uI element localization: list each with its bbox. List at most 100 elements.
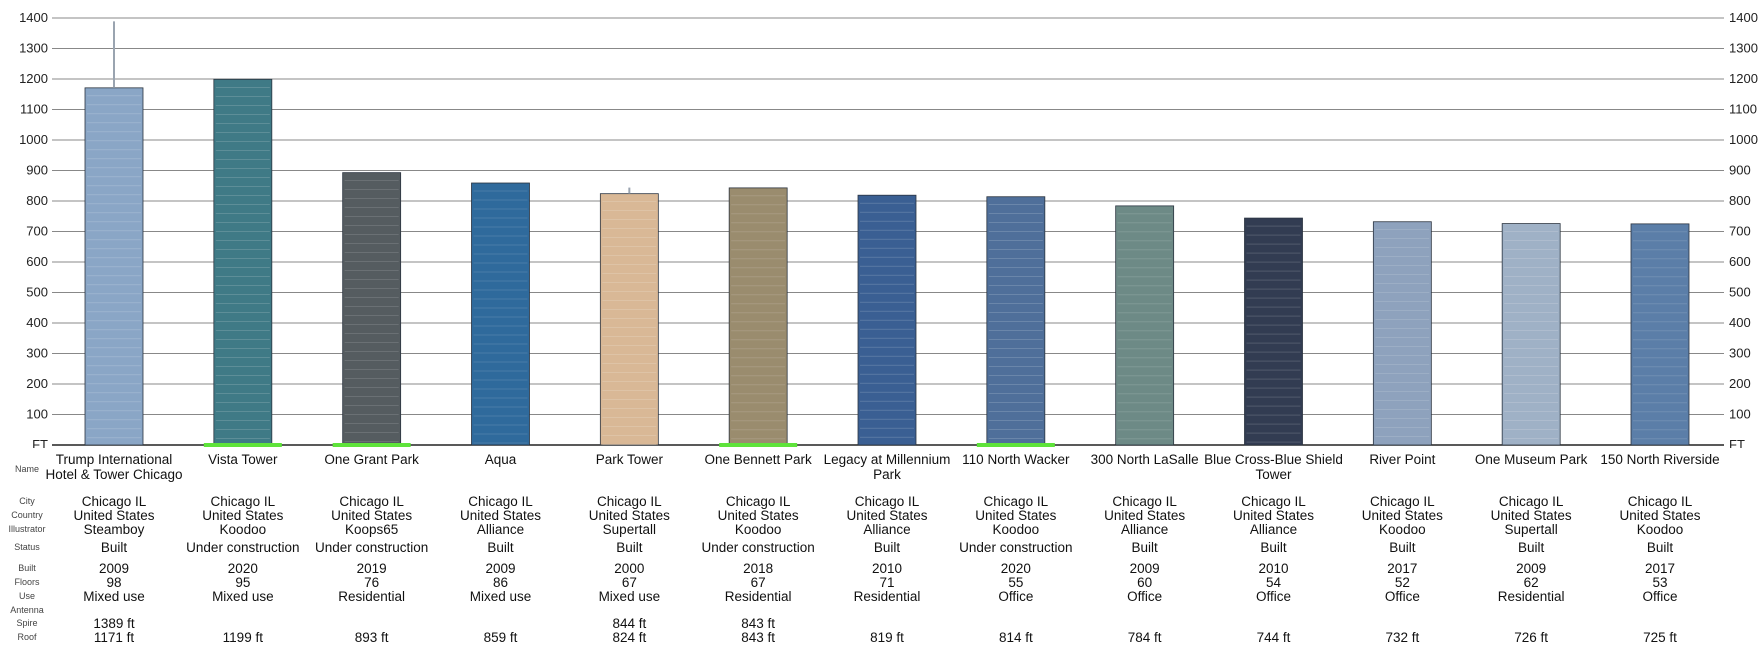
cell-built: 2017 xyxy=(1387,561,1418,576)
cell-use: Mixed use xyxy=(212,589,274,604)
building-1 xyxy=(84,21,144,446)
cell-name: River Point xyxy=(1369,452,1436,467)
cell-city: Chicago IL xyxy=(1241,494,1306,509)
y-tick-label: 600 xyxy=(1729,254,1751,269)
y-axis-left: 100 200 300 400 500 600 700 800 900 1000 1100 1200 1… xyxy=(19,10,48,448)
cell-spire: 844 ft xyxy=(612,616,647,631)
building-2 xyxy=(203,78,282,447)
cell-floors: 52 xyxy=(1394,575,1410,590)
cell-city: Chicago IL xyxy=(339,494,404,509)
cell-country: United States xyxy=(1232,508,1315,523)
y-tick-label: 100 xyxy=(26,407,48,422)
cell-floors: 95 xyxy=(235,575,251,590)
building-column: Blue Cross-Blue Shield Tower Chicago IL Un… xyxy=(1204,448,1344,666)
cell-built: 2009 xyxy=(1129,561,1160,576)
floor-lines xyxy=(215,87,270,439)
building-12 xyxy=(1501,223,1561,446)
y-tick-label: 1400 xyxy=(19,10,48,25)
floor-lines xyxy=(602,201,657,445)
cell-name: Blue Cross-Blue Shield Tower xyxy=(1204,452,1343,482)
cell-floors: 60 xyxy=(1137,575,1153,590)
cell-floors: 62 xyxy=(1523,575,1539,590)
y-tick-label: 1300 xyxy=(19,41,48,56)
cell-floors: 53 xyxy=(1652,575,1668,590)
building-column: Legacy at Millennium Park Chicago IL Unite… xyxy=(817,448,957,666)
cell-floors: 55 xyxy=(1008,575,1024,590)
row-label-status: Status xyxy=(14,542,40,552)
cell-status: Built xyxy=(616,540,643,555)
cell-name: Trump International Hotel & Tower Chicag… xyxy=(45,452,183,482)
y-tick-label: 100 xyxy=(1729,407,1751,422)
row-label-name: Name xyxy=(14,464,39,474)
cell-name: Vista Tower xyxy=(208,452,278,467)
cell-city: Chicago IL xyxy=(597,494,662,509)
building-column: Aqua Chicago IL United States Alliance Built… xyxy=(431,448,571,666)
cell-use: Residential xyxy=(338,589,406,604)
unit-label: FT xyxy=(32,437,48,448)
y-tick-label: 700 xyxy=(1729,224,1751,239)
building-4 xyxy=(471,182,530,446)
building-13 xyxy=(1630,223,1690,446)
building-10 xyxy=(1244,217,1303,446)
cell-floors: 86 xyxy=(492,575,509,590)
building-bar xyxy=(1372,221,1432,446)
y-tick-label: 1000 xyxy=(1729,132,1758,147)
cell-country: United States xyxy=(717,508,799,523)
cell-roof: 732 ft xyxy=(1385,630,1420,645)
cell-name: One Museum Park xyxy=(1474,452,1588,467)
floor-lines xyxy=(87,95,141,439)
cell-built: 2009 xyxy=(485,561,516,576)
cell-country: United States xyxy=(459,508,542,523)
cell-country: United States xyxy=(331,508,413,523)
cell-illustrator: Koodoo xyxy=(219,522,267,537)
cell-use: Mixed use xyxy=(83,589,145,604)
cell-built: 2020 xyxy=(1000,561,1031,576)
building-column: 300 North LaSalle Chicago IL United States… xyxy=(1075,448,1215,666)
cell-illustrator: Supertall xyxy=(602,522,656,537)
y-tick-label: 600 xyxy=(26,254,48,269)
cell-floors: 71 xyxy=(879,575,895,590)
cell-country: United States xyxy=(73,508,155,523)
building-column: Park Tower Chicago IL United States Superta… xyxy=(559,448,699,666)
floor-lines xyxy=(1246,225,1301,443)
cell-spire: 1389 ft xyxy=(93,616,135,631)
building-bar xyxy=(1115,205,1175,446)
cell-city: Chicago IL xyxy=(1370,494,1435,509)
building-bar xyxy=(728,187,788,446)
building-bar xyxy=(1244,217,1303,446)
building-7 xyxy=(857,194,917,446)
cell-use: Residential xyxy=(724,589,792,604)
building-bar xyxy=(1501,223,1561,446)
building-bar xyxy=(1630,223,1690,446)
y-tick-label: 200 xyxy=(26,376,48,391)
cell-country: United States xyxy=(1490,508,1572,523)
cell-illustrator: Koops65 xyxy=(345,522,399,537)
building-bar xyxy=(471,182,530,446)
cell-country: United States xyxy=(1619,508,1701,523)
cell-illustrator: Alliance xyxy=(1249,522,1298,537)
cell-name: 110 North Wacker xyxy=(962,452,1070,467)
cell-status: Built xyxy=(1518,540,1545,555)
cell-built: 2017 xyxy=(1644,561,1676,576)
cell-city: Chicago IL xyxy=(1498,494,1564,509)
floor-lines xyxy=(1504,231,1559,439)
building-8 xyxy=(976,196,1055,447)
construction-marker xyxy=(203,443,282,447)
cell-country: United States xyxy=(588,508,670,523)
floor-lines xyxy=(1375,229,1430,438)
cell-built: 2020 xyxy=(227,561,258,576)
cell-country: United States xyxy=(202,508,284,523)
y-tick-label: 200 xyxy=(1729,376,1751,391)
building-bar xyxy=(84,87,144,446)
cell-roof: 843 ft xyxy=(741,630,776,645)
cell-name: Legacy at Millennium Park xyxy=(823,452,951,482)
unit-label: FT xyxy=(1729,437,1745,448)
row-label-roof: Roof xyxy=(17,632,37,642)
row-label-use: Use xyxy=(18,591,35,601)
construction-marker xyxy=(332,443,411,447)
cell-floors: 54 xyxy=(1265,575,1282,590)
cell-roof: 726 ft xyxy=(1514,630,1549,645)
cell-status: Under construction xyxy=(959,540,1073,555)
cell-city: Chicago IL xyxy=(854,494,920,509)
building-column: One Bennett Park Chicago IL United States K… xyxy=(688,448,828,666)
